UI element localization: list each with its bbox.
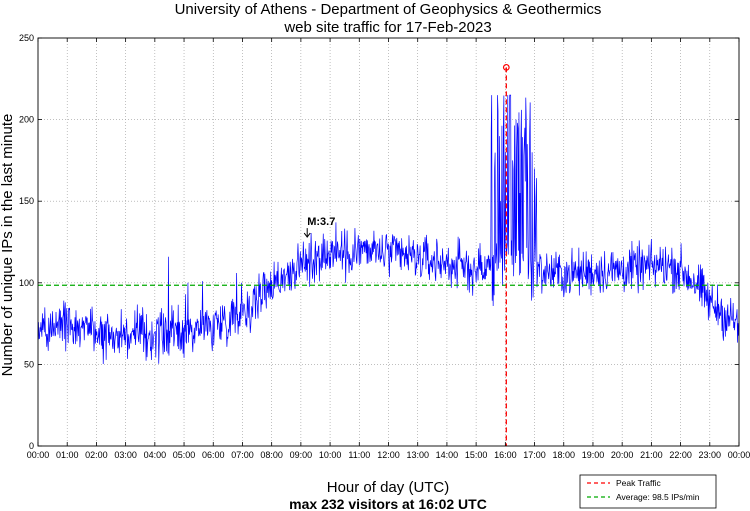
x-tick-label: 23:00 <box>699 450 722 460</box>
x-tick-label: 06:00 <box>202 450 225 460</box>
y-tick-label: 0 <box>29 441 34 451</box>
x-tick-label: 01:00 <box>56 450 79 460</box>
annotation-arrow-head <box>303 232 311 238</box>
x-tick-label: 18:00 <box>552 450 575 460</box>
x-tick-label: 11:00 <box>348 450 370 460</box>
x-axis-subtitle: max 232 visitors at 16:02 UTC <box>289 496 487 511</box>
y-tick-label: 250 <box>19 33 34 43</box>
x-tick-label: 07:00 <box>231 450 254 460</box>
x-tick-label: 15:00 <box>465 450 488 460</box>
x-tick-label: 20:00 <box>611 450 634 460</box>
x-tick-label: 19:00 <box>582 450 605 460</box>
x-tick-label: 00:00 <box>728 450 750 460</box>
peak-marker <box>502 63 510 71</box>
annotation-label: M:3.7 <box>307 216 335 228</box>
x-tick-label: 12:00 <box>377 450 400 460</box>
y-tick-label: 150 <box>19 196 34 206</box>
chart-title-line1: University of Athens - Department of Geo… <box>175 1 602 18</box>
x-tick-label: 13:00 <box>406 450 429 460</box>
x-tick-label: 22:00 <box>669 450 692 460</box>
x-tick-label: 21:00 <box>640 450 663 460</box>
x-tick-label: 05:00 <box>173 450 196 460</box>
legend-peak-label: Peak Traffic <box>616 478 661 488</box>
tick-labels: 0 50 100 150 200 250 00:00 01:00 02:00 03:00 04:00… <box>19 33 750 460</box>
y-tick-label: 50 <box>24 359 34 369</box>
y-axis-label: Number of unique IPs in the last minute <box>0 114 16 377</box>
legend-box <box>579 474 717 509</box>
x-tick-label: 08:00 <box>260 450 283 460</box>
y-tick-label: 200 <box>19 115 34 125</box>
x-axis-label: Hour of day (UTC) <box>327 479 450 496</box>
chart-title-line2: web site traffic for 17-Feb-2023 <box>283 19 491 36</box>
x-tick-label: 17:00 <box>523 450 546 460</box>
plot-area <box>37 63 740 446</box>
traffic-series-line <box>37 94 740 364</box>
x-tick-label: 00:00 <box>27 450 50 460</box>
grid <box>38 38 739 446</box>
legend-average-label: Average: 98.5 IPs/min <box>616 492 700 502</box>
x-tick-label: 16:00 <box>494 450 517 460</box>
x-tick-label: 03:00 <box>114 450 137 460</box>
legend: Peak Traffic Average: 98.5 IPs/min <box>579 474 717 509</box>
x-tick-label: 10:00 <box>319 450 342 460</box>
x-tick-label: 14:00 <box>436 450 459 460</box>
annotation: M:3.7 <box>303 216 335 238</box>
x-tick-label: 02:00 <box>85 450 108 460</box>
y-tick-label: 100 <box>19 278 34 288</box>
x-tick-label: 04:00 <box>144 450 167 460</box>
x-tick-label: 09:00 <box>290 450 313 460</box>
